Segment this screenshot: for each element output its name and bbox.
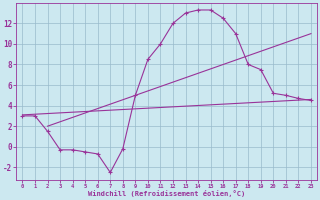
X-axis label: Windchill (Refroidissement éolien,°C): Windchill (Refroidissement éolien,°C) bbox=[88, 190, 245, 197]
